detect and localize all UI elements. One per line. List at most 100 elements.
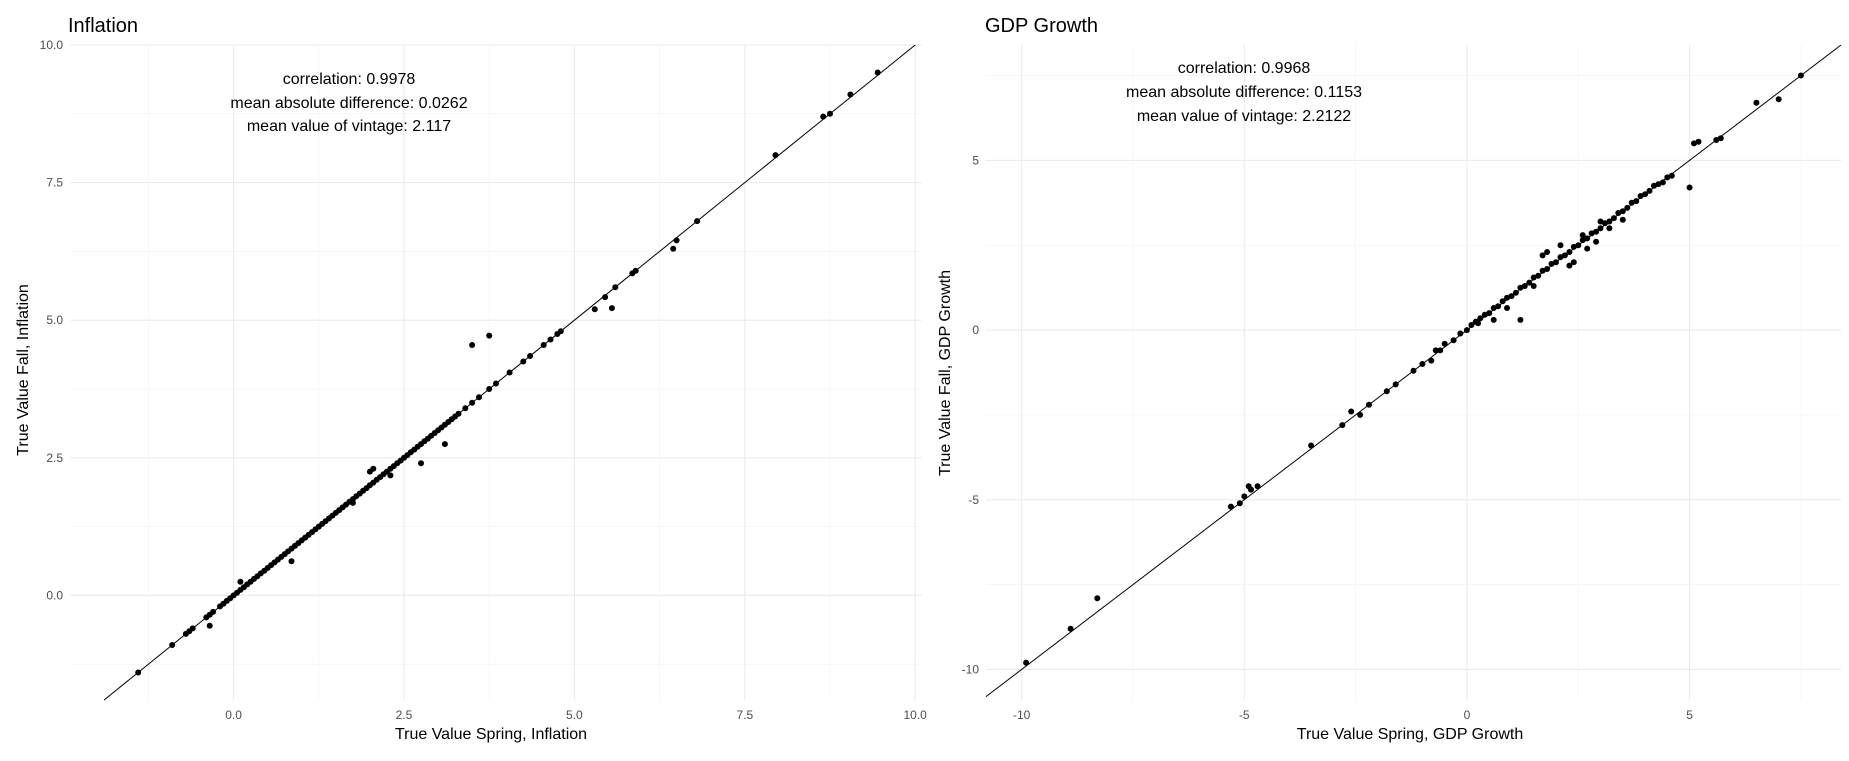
x-tick-labels: 0.0 2.5 5.0 7.5 10.0 bbox=[225, 708, 927, 722]
data-point bbox=[1713, 137, 1720, 143]
data-point bbox=[1348, 408, 1355, 415]
data-point bbox=[1437, 347, 1444, 354]
data-point bbox=[1236, 500, 1243, 507]
gridlines bbox=[70, 44, 922, 700]
y-tick-label: 10.0 bbox=[40, 38, 64, 52]
y-tick-label: 5.0 bbox=[46, 313, 63, 327]
data-point bbox=[135, 669, 142, 676]
data-point bbox=[288, 558, 295, 565]
data-point bbox=[1686, 184, 1693, 191]
data-point bbox=[1717, 135, 1724, 142]
data-point bbox=[349, 499, 356, 506]
data-point bbox=[1432, 347, 1439, 354]
data-point bbox=[462, 405, 469, 412]
y-tick-label: 5 bbox=[972, 153, 979, 167]
y-tick-labels: -10 -5 0 5 bbox=[962, 153, 980, 676]
y-tick-label: -5 bbox=[968, 493, 979, 507]
data-point bbox=[694, 218, 701, 225]
gridlines bbox=[986, 45, 1841, 700]
data-point bbox=[1366, 401, 1372, 408]
annotation-mean-vintage: mean value of vintage: 2.117 bbox=[247, 118, 451, 135]
data-point bbox=[1457, 330, 1464, 337]
x-tick-label: 0.0 bbox=[225, 708, 242, 722]
data-point bbox=[1495, 303, 1502, 310]
data-point bbox=[1339, 422, 1346, 429]
data-point bbox=[1539, 252, 1546, 259]
data-point bbox=[1535, 272, 1542, 279]
y-tick-label: 2.5 bbox=[46, 451, 63, 465]
data-point bbox=[418, 460, 424, 467]
data-point bbox=[441, 441, 448, 448]
x-tick-label: -5 bbox=[1239, 708, 1250, 722]
data-point bbox=[1579, 232, 1586, 239]
data-point bbox=[1584, 235, 1591, 242]
data-point bbox=[1664, 174, 1671, 181]
annotation-mean-vintage: mean value of vintage: 2.2122 bbox=[1137, 108, 1351, 125]
data-point bbox=[1597, 218, 1604, 225]
data-point bbox=[1570, 243, 1577, 250]
data-point bbox=[1606, 218, 1613, 225]
data-point bbox=[1584, 245, 1591, 252]
data-point bbox=[493, 380, 499, 387]
data-point bbox=[1610, 215, 1617, 222]
data-point bbox=[612, 284, 619, 291]
data-point bbox=[1637, 193, 1644, 199]
data-point bbox=[1067, 625, 1074, 632]
y-axis-label: True Value Fall, GDP Growth bbox=[937, 270, 954, 476]
data-point bbox=[1227, 503, 1234, 510]
data-point bbox=[1308, 442, 1315, 449]
data-point bbox=[520, 358, 527, 365]
data-point bbox=[1593, 238, 1600, 245]
data-point bbox=[1512, 289, 1519, 296]
gdp-growth-panel: GDP Growth -10 -5 0 5 -10 -5 0 5 True Value Sp… bbox=[937, 15, 1842, 743]
data-point bbox=[1575, 242, 1582, 249]
data-point bbox=[1490, 316, 1497, 323]
data-point bbox=[1619, 216, 1626, 223]
data-point bbox=[387, 472, 394, 479]
data-point bbox=[1775, 96, 1782, 103]
data-point bbox=[1691, 140, 1697, 147]
data-point bbox=[540, 342, 547, 348]
y-tick-label: 0.0 bbox=[46, 588, 63, 602]
y-tick-label: -10 bbox=[962, 662, 980, 676]
data-point bbox=[486, 332, 493, 339]
data-point bbox=[1597, 225, 1604, 232]
data-point bbox=[1593, 228, 1600, 235]
data-points bbox=[1023, 72, 1804, 666]
data-point bbox=[1797, 72, 1804, 79]
data-point bbox=[1668, 172, 1675, 179]
data-point bbox=[1094, 595, 1101, 602]
data-point bbox=[1655, 181, 1662, 188]
x-axis-label: True Value Spring, Inflation bbox=[395, 726, 587, 743]
data-point bbox=[1566, 262, 1573, 269]
data-point bbox=[602, 294, 609, 301]
data-point bbox=[1023, 659, 1030, 666]
data-point bbox=[1475, 320, 1482, 327]
data-point bbox=[547, 336, 554, 343]
x-tick-label: 5.0 bbox=[566, 708, 583, 722]
y-tick-labels: 0.0 2.5 5.0 7.5 10.0 bbox=[40, 38, 64, 602]
annotation-correlation: correlation: 0.9978 bbox=[283, 71, 416, 88]
data-point bbox=[1504, 294, 1510, 301]
data-point bbox=[1548, 260, 1555, 267]
data-point bbox=[1633, 198, 1640, 205]
data-point bbox=[210, 608, 217, 615]
data-point bbox=[1383, 388, 1390, 395]
data-point bbox=[1530, 283, 1537, 289]
inflation-panel: Inflation 0.0 2.5 5.0 7.5 10.0 0.0 2.5 5.0 7.5 1… bbox=[15, 15, 927, 743]
x-tick-label: 7.5 bbox=[736, 708, 753, 722]
data-point bbox=[469, 342, 476, 348]
data-point bbox=[1499, 298, 1506, 305]
data-point bbox=[1441, 340, 1448, 347]
data-point bbox=[1646, 187, 1653, 194]
data-point bbox=[1486, 310, 1493, 317]
x-tick-label: 0 bbox=[1464, 708, 1471, 722]
data-point bbox=[1615, 210, 1622, 216]
data-point bbox=[632, 267, 639, 274]
data-point bbox=[1508, 293, 1515, 300]
data-point bbox=[1526, 279, 1533, 286]
x-tick-label: 2.5 bbox=[396, 708, 413, 722]
data-point bbox=[1570, 259, 1577, 266]
data-point bbox=[608, 305, 615, 312]
data-point bbox=[1504, 305, 1510, 311]
